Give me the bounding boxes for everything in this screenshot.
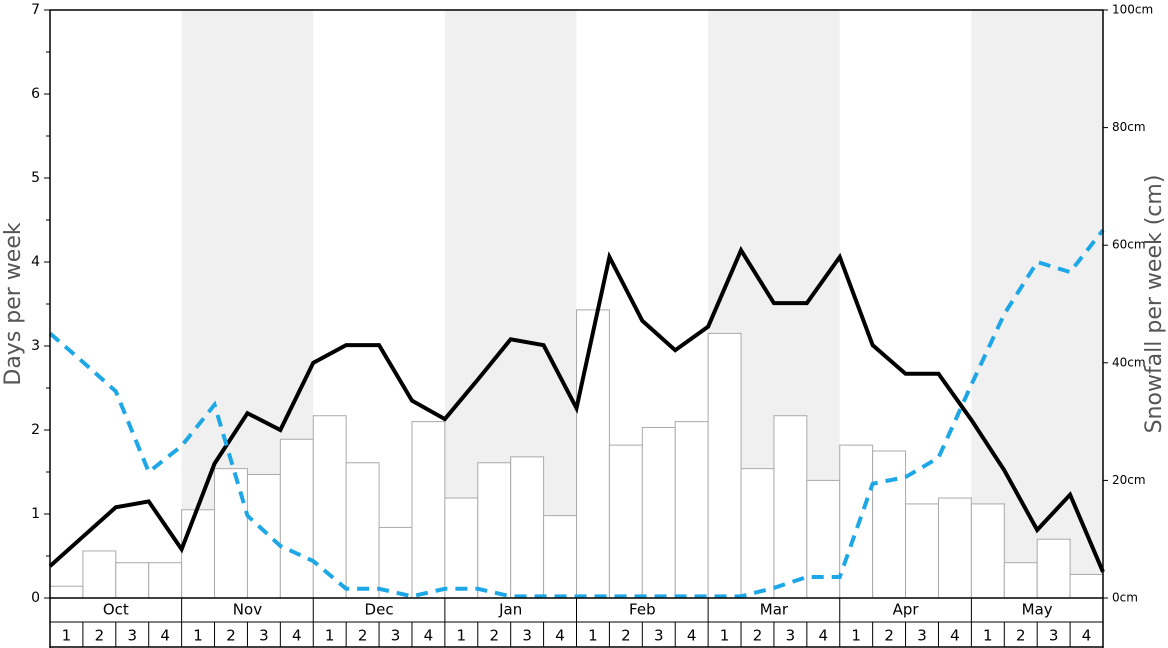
week-label: 3 bbox=[786, 627, 796, 645]
week-label: 2 bbox=[226, 627, 236, 645]
y-tick-label: 4 bbox=[31, 254, 40, 270]
y2-axis-title: Snowfall per week (cm) bbox=[1142, 175, 1167, 434]
week-label: 1 bbox=[588, 627, 598, 645]
week-label: 2 bbox=[358, 627, 368, 645]
bar bbox=[872, 450, 907, 599]
week-label: 2 bbox=[753, 627, 763, 645]
bar bbox=[444, 497, 479, 599]
week-label: 1 bbox=[851, 627, 861, 645]
bar bbox=[707, 332, 742, 599]
bar bbox=[641, 426, 676, 599]
y-axis-title: Days per week bbox=[1, 222, 26, 385]
week-label: 3 bbox=[1049, 627, 1059, 645]
month-label: Apr bbox=[893, 601, 920, 619]
month-label: Jan bbox=[498, 601, 522, 619]
line bbox=[48, 228, 1105, 599]
bar bbox=[181, 509, 216, 599]
bar bbox=[214, 468, 248, 599]
y2-tick-label: 40cm bbox=[1112, 355, 1146, 369]
week-label: 3 bbox=[259, 627, 269, 645]
week-label: 4 bbox=[555, 627, 565, 645]
y2-tick-label: 20cm bbox=[1112, 473, 1146, 487]
bar bbox=[1036, 538, 1071, 599]
bar bbox=[905, 503, 939, 599]
bar bbox=[806, 479, 841, 599]
bar bbox=[82, 550, 117, 599]
week-label: 4 bbox=[819, 627, 829, 645]
y2-tick-label: 60cm bbox=[1112, 238, 1146, 252]
line bbox=[48, 245, 1105, 573]
bar bbox=[1003, 562, 1038, 599]
week-label: 1 bbox=[720, 627, 730, 645]
y-tick-label: 2 bbox=[31, 422, 40, 438]
bar bbox=[378, 526, 413, 599]
bar bbox=[246, 474, 281, 599]
bar bbox=[608, 444, 643, 599]
week-label: 1 bbox=[457, 627, 467, 645]
month-label: Nov bbox=[233, 601, 262, 619]
month-label: Oct bbox=[103, 601, 129, 619]
y-tick-label: 3 bbox=[31, 338, 40, 354]
bar bbox=[510, 456, 545, 599]
bar bbox=[279, 438, 314, 599]
week-label: 3 bbox=[127, 627, 137, 645]
bar bbox=[543, 515, 577, 599]
week-label: 4 bbox=[1082, 627, 1092, 645]
month-label: Mar bbox=[760, 601, 789, 619]
bar bbox=[674, 421, 709, 599]
month-label: Dec bbox=[365, 601, 394, 619]
y-tick-label: 5 bbox=[31, 170, 40, 186]
week-label: 3 bbox=[654, 627, 664, 645]
week-label: 4 bbox=[160, 627, 170, 645]
y-tick-label: 1 bbox=[31, 506, 40, 522]
week-label: 1 bbox=[62, 627, 72, 645]
week-label: 4 bbox=[687, 627, 697, 645]
week-label: 1 bbox=[193, 627, 203, 645]
y2-tick-label: 0cm bbox=[1112, 591, 1138, 605]
month-shade bbox=[971, 10, 1103, 598]
bar bbox=[970, 503, 1005, 599]
bar bbox=[312, 415, 347, 599]
week-label: 2 bbox=[621, 627, 631, 645]
month-label: May bbox=[1022, 601, 1053, 619]
y-tick-label: 7 bbox=[31, 2, 40, 18]
week-label: 4 bbox=[292, 627, 302, 645]
bar bbox=[477, 462, 512, 599]
week-label: 2 bbox=[489, 627, 499, 645]
week-label: 4 bbox=[424, 627, 434, 645]
bar bbox=[148, 562, 183, 599]
bar bbox=[411, 421, 446, 599]
week-label: 2 bbox=[1016, 627, 1026, 645]
y2-tick-label: 80cm bbox=[1112, 120, 1146, 134]
week-label: 3 bbox=[522, 627, 532, 645]
week-label: 1 bbox=[983, 627, 993, 645]
week-label: 2 bbox=[884, 627, 894, 645]
bar bbox=[576, 309, 610, 599]
bar bbox=[345, 462, 380, 599]
week-label: 3 bbox=[391, 627, 401, 645]
week-label: 3 bbox=[917, 627, 927, 645]
bar bbox=[49, 585, 84, 599]
week-label: 1 bbox=[325, 627, 335, 645]
bar bbox=[839, 444, 874, 599]
y-tick-label: 0 bbox=[31, 590, 40, 606]
bar bbox=[740, 468, 775, 599]
bar bbox=[1069, 573, 1104, 599]
bar bbox=[115, 562, 150, 599]
y-tick-label: 6 bbox=[31, 86, 40, 102]
bar bbox=[773, 415, 808, 599]
month-label: Feb bbox=[629, 601, 656, 619]
bar bbox=[937, 497, 972, 599]
week-label: 4 bbox=[950, 627, 960, 645]
y2-tick-label: 100cm bbox=[1112, 3, 1153, 17]
week-label: 2 bbox=[95, 627, 105, 645]
